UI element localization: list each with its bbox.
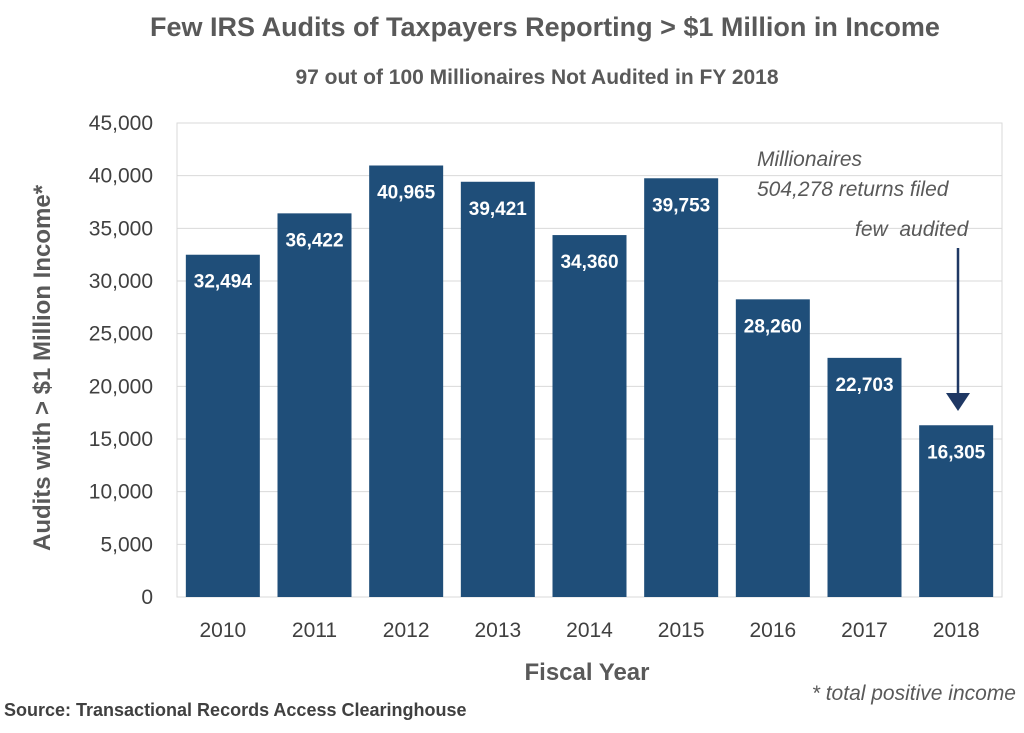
data-label-2018: 16,305 bbox=[927, 442, 986, 463]
bars: 32,494 36,422 40,965 39,421 34,360 39,753 28,2… bbox=[185, 165, 994, 598]
x-tick-label-2014: 2014 bbox=[566, 619, 613, 642]
annotation: Millionaires 504,278 returns filed few a… bbox=[757, 148, 970, 411]
data-label-2010: 32,494 bbox=[194, 272, 253, 293]
bar-2015 bbox=[644, 178, 719, 597]
chart-title: Few IRS Audits of Taxpayers Reporting > … bbox=[150, 12, 940, 42]
bar-2018 bbox=[919, 425, 994, 597]
y-tick-label: 35,000 bbox=[89, 217, 153, 240]
x-tick-label-2016: 2016 bbox=[749, 619, 796, 642]
bar-2013 bbox=[460, 181, 535, 597]
y-tick-label: 40,000 bbox=[89, 165, 153, 188]
annotation-line-3: few audited bbox=[855, 218, 970, 241]
source-note: Source: Transactional Records Access Cle… bbox=[4, 700, 467, 720]
y-tick-label: 0 bbox=[141, 586, 153, 609]
y-tick-label: 45,000 bbox=[89, 112, 153, 135]
annotation-arrow-head bbox=[946, 393, 970, 411]
x-tick-label-2015: 2015 bbox=[658, 619, 705, 642]
bar-2011 bbox=[277, 213, 352, 598]
bar-2017 bbox=[827, 357, 902, 597]
y-tick-label: 30,000 bbox=[89, 270, 153, 293]
y-tick-label: 20,000 bbox=[89, 375, 153, 398]
y-tick-label: 15,000 bbox=[89, 428, 153, 451]
chart-subtitle: 97 out of 100 Millionaires Not Audited i… bbox=[295, 66, 778, 89]
x-tick-label-2010: 2010 bbox=[199, 619, 246, 642]
x-axis-ticks: 2010 2011 2012 2013 2014 2015 2016 2017 2018 bbox=[199, 619, 979, 642]
bar-2012 bbox=[369, 165, 444, 597]
x-tick-label-2018: 2018 bbox=[933, 619, 980, 642]
bar-2014 bbox=[552, 235, 627, 598]
data-label-2014: 34,360 bbox=[560, 252, 618, 273]
x-tick-label-2011: 2011 bbox=[292, 619, 337, 642]
data-label-2012: 40,965 bbox=[377, 183, 436, 204]
data-label-2015: 39,753 bbox=[652, 195, 710, 216]
x-tick-label-2012: 2012 bbox=[383, 619, 430, 642]
y-tick-label: 5,000 bbox=[100, 533, 153, 556]
bar-2010 bbox=[185, 254, 260, 598]
x-tick-label-2013: 2013 bbox=[474, 619, 521, 642]
data-label-2011: 36,422 bbox=[285, 230, 343, 251]
x-axis-label: Fiscal Year bbox=[525, 659, 650, 686]
plot-area: 0 5,000 10,000 15,000 20,000 25,000 30,000 35,0… bbox=[89, 112, 1003, 642]
x-tick-label-2017: 2017 bbox=[841, 619, 888, 642]
y-tick-label: 10,000 bbox=[89, 481, 153, 504]
bar-2016 bbox=[735, 299, 810, 597]
data-label-2017: 22,703 bbox=[835, 375, 893, 396]
y-tick-label: 25,000 bbox=[89, 323, 153, 346]
data-label-2016: 28,260 bbox=[744, 316, 802, 337]
y-axis-label: Audits with > $1 Million Income* bbox=[29, 184, 56, 551]
annotation-line-1: Millionaires bbox=[757, 148, 863, 171]
data-label-2013: 39,421 bbox=[469, 199, 528, 220]
annotation-line-2: 504,278 returns filed bbox=[757, 178, 950, 201]
y-axis-ticks: 0 5,000 10,000 15,000 20,000 25,000 30,000 35,0… bbox=[89, 112, 153, 609]
footnote: * total positive income bbox=[812, 682, 1016, 705]
